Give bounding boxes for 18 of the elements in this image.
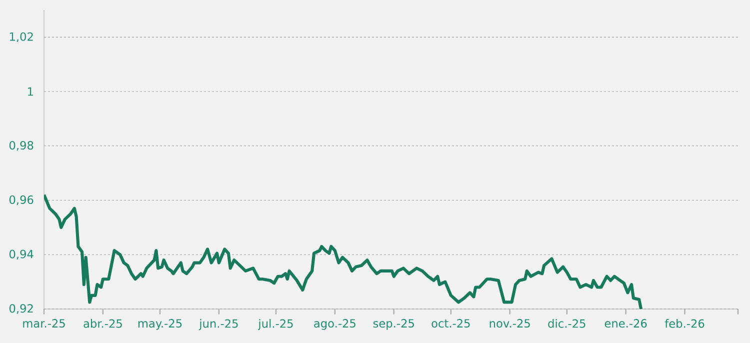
x-tick-label: ene.-26 — [604, 319, 647, 328]
x-tick-label: ago.-25 — [314, 319, 356, 330]
y-tick-label: 0,92 — [9, 304, 33, 314]
x-tick-label: jun.-25 — [198, 319, 238, 330]
y-tick-label: 1 — [28, 87, 33, 96]
y-tick-label: 0,96 — [9, 195, 34, 206]
x-tick-label: jul.-25 — [258, 319, 293, 330]
y-tick-label: 0,94 — [9, 250, 34, 260]
x-tick-label: feb.-26 — [664, 319, 704, 328]
y-tick-label: 1,02 — [10, 32, 33, 42]
x-tick-label: sep.-25 — [373, 319, 414, 330]
x-tick-label: abr.-25 — [84, 319, 122, 328]
x-tick-label: nov.-25 — [490, 319, 530, 328]
x-tick-label: mar.-25 — [23, 319, 65, 328]
x-tick-label: may.-25 — [138, 319, 182, 330]
y-tick-label: 0,98 — [9, 141, 34, 151]
x-tick-label: dic.-25 — [548, 319, 586, 328]
x-tick-label: oct.-25 — [432, 319, 470, 328]
